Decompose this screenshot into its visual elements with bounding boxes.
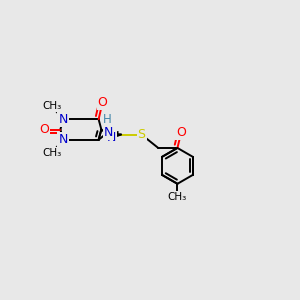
- Text: CH₃: CH₃: [42, 101, 61, 111]
- Text: O: O: [98, 96, 107, 109]
- Text: H: H: [103, 113, 111, 126]
- Text: N: N: [58, 133, 68, 146]
- Text: S: S: [138, 128, 146, 141]
- Text: N: N: [106, 131, 116, 144]
- Text: N: N: [103, 126, 113, 139]
- Text: CH₃: CH₃: [168, 192, 187, 202]
- Text: N: N: [58, 113, 68, 126]
- Text: CH₃: CH₃: [42, 148, 61, 158]
- Text: O: O: [176, 126, 186, 139]
- Text: O: O: [39, 123, 49, 136]
